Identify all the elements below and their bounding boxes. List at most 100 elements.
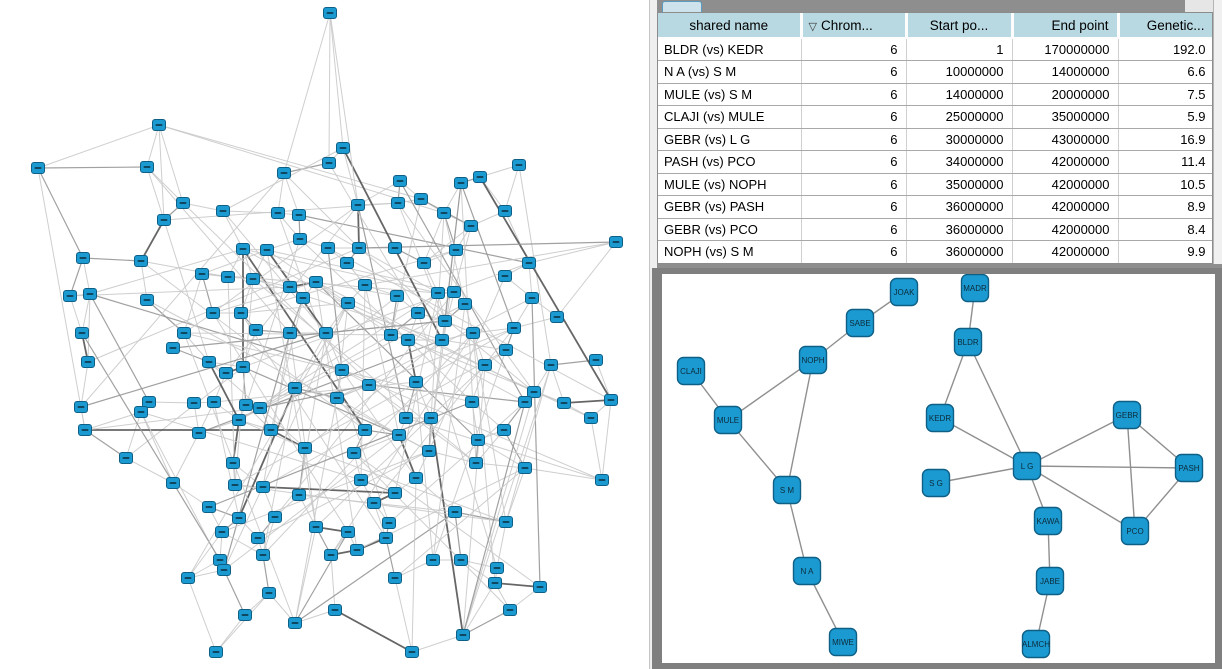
- table-cell[interactable]: GEBR (vs) PCO: [658, 218, 802, 241]
- network-edge[interactable]: [786, 359, 814, 491]
- table-row[interactable]: MULE (vs) NOPH 6 35000000 42000000 10.5: [658, 173, 1212, 196]
- node-KAWA[interactable]: [1033, 506, 1063, 536]
- table-cell[interactable]: 6: [801, 128, 907, 151]
- network-edge[interactable]: [1126, 414, 1136, 532]
- node-S-M[interactable]: [772, 475, 802, 505]
- column-header-genetic[interactable]: Genetic...: [1118, 13, 1212, 39]
- node-MADR[interactable]: [960, 274, 990, 303]
- network-edge[interactable]: [1026, 465, 1136, 532]
- main-network-canvas[interactable]: [0, 0, 649, 669]
- table-cell[interactable]: 42000000: [1012, 150, 1119, 174]
- table-cell[interactable]: 192.0: [1118, 38, 1212, 61]
- table-cell[interactable]: 6: [801, 218, 907, 241]
- table-row[interactable]: NOPH (vs) S M 6 36000000 42000000 9.9: [658, 240, 1212, 263]
- node-S-G[interactable]: [921, 468, 951, 498]
- table-cell[interactable]: 35000000: [906, 173, 1013, 196]
- table-cell[interactable]: 42000000: [1012, 218, 1119, 241]
- table-cell[interactable]: 6: [801, 60, 907, 84]
- node-GEBR[interactable]: [1112, 400, 1142, 430]
- column-header-sharedname[interactable]: shared name: [658, 13, 803, 39]
- filtered-network-canvas[interactable]: JOAK SABE NOPH CLAJI MULE S M N A MIWE MADR BLDR K…: [662, 274, 1215, 663]
- table-cell[interactable]: 1: [906, 38, 1013, 61]
- table-row[interactable]: GEBR (vs) L G 6 30000000 43000000 16.9: [658, 128, 1212, 151]
- node-ALMCH[interactable]: [1021, 629, 1051, 659]
- network-edge[interactable]: [1026, 465, 1190, 469]
- node-L-G[interactable]: [1012, 451, 1042, 481]
- node-N-A[interactable]: [792, 556, 822, 586]
- column-header-endpoint[interactable]: End point: [1012, 13, 1120, 39]
- table-cell[interactable]: GEBR (vs) PASH: [658, 195, 802, 219]
- network-edge[interactable]: [1026, 414, 1128, 467]
- table-cell[interactable]: 6: [801, 195, 907, 219]
- table-row[interactable]: N A (vs) S M 6 10000000 14000000 6.6: [658, 60, 1212, 84]
- table-row[interactable]: MULE (vs) S M 6 14000000 20000000 7.5: [658, 83, 1212, 106]
- table-cell[interactable]: NOPH (vs) S M: [658, 240, 802, 263]
- table-tab[interactable]: [662, 1, 702, 12]
- network-edge[interactable]: [967, 341, 1028, 467]
- table-cell[interactable]: 6.6: [1118, 60, 1212, 84]
- network-edge[interactable]: [939, 417, 1028, 467]
- main-network-view[interactable]: [0, 0, 649, 669]
- table-row[interactable]: PASH (vs) PCO 6 34000000 42000000 11.4: [658, 150, 1212, 174]
- table-cell[interactable]: 10.5: [1118, 173, 1212, 196]
- table-cell[interactable]: MULE (vs) S M: [658, 83, 802, 106]
- table-cell[interactable]: 34000000: [906, 150, 1013, 174]
- node-NOPH[interactable]: [798, 345, 828, 375]
- table-cell[interactable]: 6: [801, 240, 907, 263]
- table-cell[interactable]: 6: [801, 105, 907, 129]
- table-cell[interactable]: 9.9: [1118, 240, 1212, 263]
- node-KEDR[interactable]: [925, 403, 955, 433]
- table-row[interactable]: GEBR (vs) PASH 6 36000000 42000000 8.9: [658, 195, 1212, 219]
- table-cell[interactable]: 10000000: [906, 60, 1013, 84]
- table-cell[interactable]: 42000000: [1012, 173, 1119, 196]
- table-cell[interactable]: 42000000: [1012, 240, 1119, 263]
- table-cell[interactable]: MULE (vs) NOPH: [658, 173, 802, 196]
- column-header-chrom[interactable]: ▽ Chrom...: [801, 13, 908, 39]
- node-PASH[interactable]: [1174, 453, 1204, 483]
- node-JABE[interactable]: [1035, 566, 1065, 596]
- table-cell[interactable]: 36000000: [906, 218, 1013, 241]
- node-MULE[interactable]: [713, 405, 743, 435]
- table-cell[interactable]: 11.4: [1118, 150, 1212, 174]
- node-MIWE[interactable]: [828, 627, 858, 657]
- table-cell[interactable]: 8.9: [1118, 195, 1212, 219]
- table-cell[interactable]: 7.5: [1118, 83, 1212, 106]
- table-cell[interactable]: 36000000: [906, 240, 1013, 263]
- table-cell[interactable]: 30000000: [906, 128, 1013, 151]
- table-cell[interactable]: 35000000: [1012, 105, 1119, 129]
- table-cell[interactable]: CLAJI (vs) MULE: [658, 105, 802, 129]
- table-cell[interactable]: 6: [801, 150, 907, 174]
- table-cell[interactable]: 43000000: [1012, 128, 1119, 151]
- column-header-startpo[interactable]: Start po...: [906, 13, 1014, 39]
- table-scrollbar[interactable]: [1213, 0, 1222, 264]
- table-row[interactable]: BLDR (vs) KEDR 6 1 170000000 192.0: [658, 38, 1212, 61]
- table-cell[interactable]: 36000000: [906, 195, 1013, 219]
- table-cell[interactable]: 6: [801, 173, 907, 196]
- filtered-network-panel[interactable]: JOAK SABE NOPH CLAJI MULE S M N A MIWE MADR BLDR K…: [652, 268, 1222, 669]
- table-cell[interactable]: 6: [801, 83, 907, 106]
- table-cell[interactable]: 20000000: [1012, 83, 1119, 106]
- node-JOAK[interactable]: [889, 277, 919, 307]
- node-SABE[interactable]: [845, 308, 875, 338]
- table-cell[interactable]: N A (vs) S M: [658, 60, 802, 84]
- table-cell[interactable]: GEBR (vs) L G: [658, 128, 802, 151]
- table-cell[interactable]: 16.9: [1118, 128, 1212, 151]
- table-cell[interactable]: 170000000: [1012, 38, 1119, 61]
- table-row[interactable]: GEBR (vs) PCO 6 36000000 42000000 8.4: [658, 218, 1212, 241]
- table-cell[interactable]: BLDR (vs) KEDR: [658, 38, 802, 61]
- node-PCO[interactable]: [1120, 516, 1150, 546]
- network-edge[interactable]: [935, 465, 1028, 484]
- table-cell[interactable]: 6: [801, 38, 907, 61]
- table-cell[interactable]: PASH (vs) PCO: [658, 150, 802, 174]
- table-cell[interactable]: 14000000: [1012, 60, 1119, 84]
- network-edge[interactable]: [727, 359, 814, 421]
- table-row[interactable]: CLAJI (vs) MULE 6 25000000 35000000 5.9: [658, 105, 1212, 129]
- node-CLAJI[interactable]: [676, 356, 706, 386]
- node-BLDR[interactable]: [953, 327, 983, 357]
- table-cell[interactable]: 42000000: [1012, 195, 1119, 219]
- table-cell[interactable]: 8.4: [1118, 218, 1212, 241]
- table-cell[interactable]: 14000000: [906, 83, 1013, 106]
- filter-funnel-icon[interactable]: ▽: [808, 20, 817, 33]
- table-cell[interactable]: 5.9: [1118, 105, 1212, 129]
- table-cell[interactable]: 25000000: [906, 105, 1013, 129]
